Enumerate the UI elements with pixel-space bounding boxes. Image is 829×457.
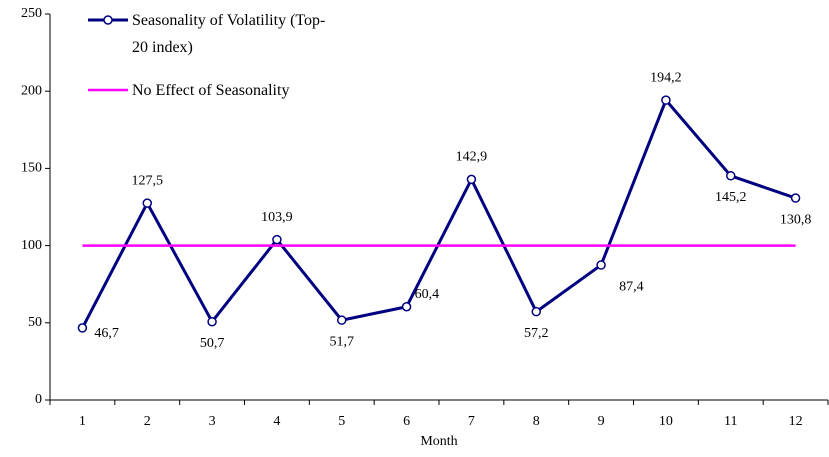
data-label: 194,2 bbox=[650, 70, 682, 85]
data-point bbox=[596, 260, 606, 270]
y-tick-label: 250 bbox=[21, 6, 42, 21]
y-tick-label: 150 bbox=[21, 161, 42, 176]
data-point bbox=[401, 301, 412, 312]
data-label: 51,7 bbox=[330, 334, 355, 349]
data-point bbox=[207, 316, 217, 327]
y-tick-label: 50 bbox=[28, 315, 42, 330]
data-label: 130,8 bbox=[780, 212, 812, 227]
data-point bbox=[142, 198, 152, 208]
x-tick-label: 7 bbox=[468, 414, 475, 429]
data-label: 103,9 bbox=[261, 210, 293, 225]
x-tick-label: 1 bbox=[79, 414, 86, 429]
data-label: 145,2 bbox=[715, 190, 747, 205]
series-line bbox=[81, 97, 797, 329]
data-label: 87,4 bbox=[619, 279, 644, 294]
y-tick-label: 100 bbox=[21, 238, 42, 253]
legend-label: Seasonality of Volatility (Top-20 index) bbox=[132, 12, 326, 56]
data-label: 127,5 bbox=[132, 173, 164, 188]
data-point bbox=[77, 323, 88, 333]
data-point bbox=[272, 234, 282, 245]
data-point bbox=[337, 315, 347, 325]
x-tick-label: 10 bbox=[659, 414, 673, 429]
data-label: 57,2 bbox=[524, 326, 549, 341]
x-tick-label: 6 bbox=[403, 414, 410, 429]
legend-label: No Effect of Seasonality bbox=[132, 82, 290, 99]
x-tick-label: 8 bbox=[533, 414, 540, 429]
x-tick-label: 11 bbox=[724, 414, 737, 429]
y-tick-label: 200 bbox=[21, 83, 42, 98]
data-label: 60,4 bbox=[415, 287, 440, 302]
data-point bbox=[726, 171, 736, 181]
data-point bbox=[661, 95, 671, 105]
x-tick-label: 3 bbox=[209, 414, 216, 429]
x-tick-label: 4 bbox=[273, 414, 280, 429]
x-axis-label: Month bbox=[420, 434, 457, 449]
data-point bbox=[531, 306, 541, 317]
legend-marker bbox=[103, 15, 113, 25]
x-tick-label: 12 bbox=[789, 414, 803, 429]
data-point bbox=[790, 193, 801, 203]
data-label: 142,9 bbox=[456, 150, 488, 165]
x-tick-label: 9 bbox=[598, 414, 605, 429]
x-tick-label: 2 bbox=[144, 414, 151, 429]
data-point bbox=[466, 174, 477, 185]
data-label: 50,7 bbox=[200, 336, 225, 351]
data-label: 46,7 bbox=[94, 326, 119, 341]
x-tick-label: 5 bbox=[338, 414, 345, 429]
y-tick-label: 0 bbox=[35, 392, 42, 407]
